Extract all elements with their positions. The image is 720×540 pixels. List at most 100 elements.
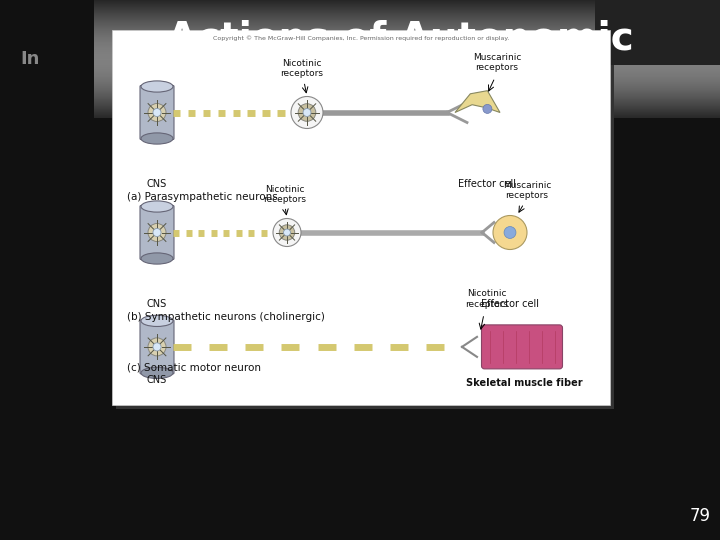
Text: (b) Sympathetic neurons (cholinergic): (b) Sympathetic neurons (cholinergic) [127,312,325,322]
Text: (c) Somatic motor neuron: (c) Somatic motor neuron [127,362,261,372]
Bar [94,102,720,103]
Bar [94,32,720,33]
Bar [94,64,720,65]
Bar [94,103,720,104]
Bar [94,0,720,1]
Bar [94,45,720,46]
Bar [94,112,720,113]
Circle shape [504,227,516,239]
Bar [94,71,720,72]
Bar [94,57,720,58]
Bar [0,0,93,118]
Bar [94,74,720,75]
Circle shape [279,225,294,240]
Text: Nicotinic
receptors: Nicotinic receptors [264,185,307,205]
Bar [112,30,610,405]
Bar [94,6,720,7]
Bar [94,93,720,94]
Bar [94,80,720,81]
Circle shape [153,109,161,117]
Bar [94,26,720,27]
Bar [94,2,720,3]
Bar [94,87,720,88]
Bar [94,34,720,35]
Bar [94,10,720,11]
Bar [94,29,720,30]
Bar [94,116,720,117]
Bar [94,106,720,107]
Bar [94,60,720,61]
Bar [94,24,720,25]
Bar [94,101,720,102]
FancyBboxPatch shape [482,325,562,369]
Bar [94,59,720,60]
Text: Skeletal muscle fiber: Skeletal muscle fiber [466,378,582,388]
Circle shape [284,229,290,236]
Bar [94,67,720,68]
Bar [94,115,720,116]
Circle shape [493,215,527,249]
Bar [94,105,720,106]
Bar [94,51,720,52]
Bar [94,88,720,89]
Ellipse shape [141,201,173,212]
Bar [94,61,720,62]
Bar [94,56,720,57]
Bar [94,92,720,93]
Bar [94,104,720,105]
Bar [94,28,720,29]
Bar [94,76,720,77]
Bar [94,69,720,70]
Text: In: In [20,50,40,68]
Text: CNS: CNS [147,375,167,385]
Bar [94,109,720,110]
Circle shape [148,104,166,122]
Bar [94,27,720,28]
Bar [94,47,720,48]
Bar [94,90,720,91]
Bar [94,52,720,53]
Bar [94,89,720,90]
Bar [94,31,720,32]
Text: Nicotinic
receptors: Nicotinic receptors [281,59,323,78]
FancyBboxPatch shape [140,320,174,374]
Bar [94,1,720,2]
Text: Nicotinic
receptors: Nicotinic receptors [466,289,508,309]
Bar [116,34,614,409]
Bar [94,100,720,101]
Text: CNS: CNS [147,299,167,309]
Bar [94,41,720,42]
Bar [94,33,720,34]
Text: (a) Parasympathetic neurons: (a) Parasympathetic neurons [127,192,278,202]
Text: Actions of Autonomic: Actions of Autonomic [166,19,634,57]
Circle shape [303,109,311,117]
Circle shape [148,224,166,241]
Bar [94,21,720,22]
Bar [94,7,720,8]
Bar [94,86,720,87]
Circle shape [483,104,492,113]
Bar [94,95,720,96]
Bar [94,83,720,84]
Polygon shape [455,91,500,112]
Circle shape [153,343,161,351]
Bar [94,85,720,86]
Bar [94,72,720,73]
Bar [94,20,720,21]
Bar [94,58,720,59]
Bar [94,99,720,100]
Bar [94,11,720,12]
Bar [94,94,720,95]
FancyBboxPatch shape [595,0,720,65]
Bar [94,5,720,6]
Bar [94,16,720,17]
Bar [94,81,720,82]
Text: Muscarinic
receptors: Muscarinic receptors [503,181,552,200]
Bar [94,4,720,5]
Bar [94,110,720,111]
Ellipse shape [141,367,173,379]
Bar [94,50,720,51]
Bar [94,17,720,18]
FancyBboxPatch shape [140,85,174,139]
Bar [94,19,720,20]
